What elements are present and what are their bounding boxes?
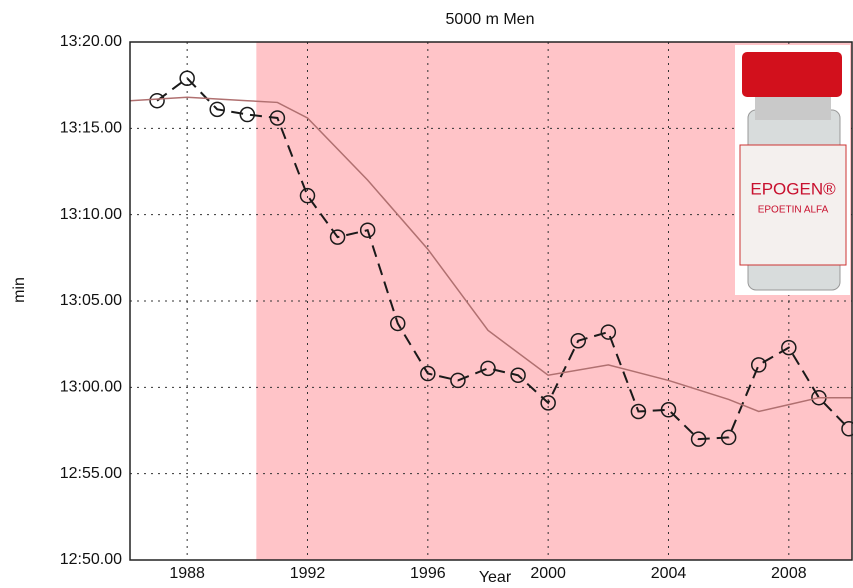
chart-title: 5000 m Men xyxy=(446,11,535,28)
brand: EPOGEN® xyxy=(750,179,836,198)
x-tick-label: 2008 xyxy=(771,565,807,582)
y-axis-label: min xyxy=(11,277,28,303)
y-tick-label: 12:50.00 xyxy=(60,551,122,568)
y-tick-label: 13:15.00 xyxy=(60,120,122,137)
x-tick-label: 1992 xyxy=(290,565,326,582)
y-tick-label: 13:10.00 xyxy=(60,206,122,223)
y-tick-label: 13:20.00 xyxy=(60,33,122,50)
brand-subtitle: EPOETIN ALFA xyxy=(758,205,829,216)
y-tick-label: 13:00.00 xyxy=(60,379,122,396)
vial-cap xyxy=(742,52,842,97)
x-tick-label: 1996 xyxy=(410,565,446,582)
vial-neck xyxy=(755,95,831,120)
x-tick-label: 2000 xyxy=(530,565,566,582)
x-axis-label: Year xyxy=(479,569,512,586)
x-tick-label: 1988 xyxy=(169,565,205,582)
vial-image: EPOGEN® EPOETIN ALFA xyxy=(735,45,850,295)
x-tick-label: 2004 xyxy=(651,565,687,582)
y-tick-label: 12:55.00 xyxy=(60,465,122,482)
y-tick-label: 13:05.00 xyxy=(60,292,122,309)
chart: 12:50.00 12:55.00 13:00.00 13:05.00 13:10.00… xyxy=(0,0,853,588)
